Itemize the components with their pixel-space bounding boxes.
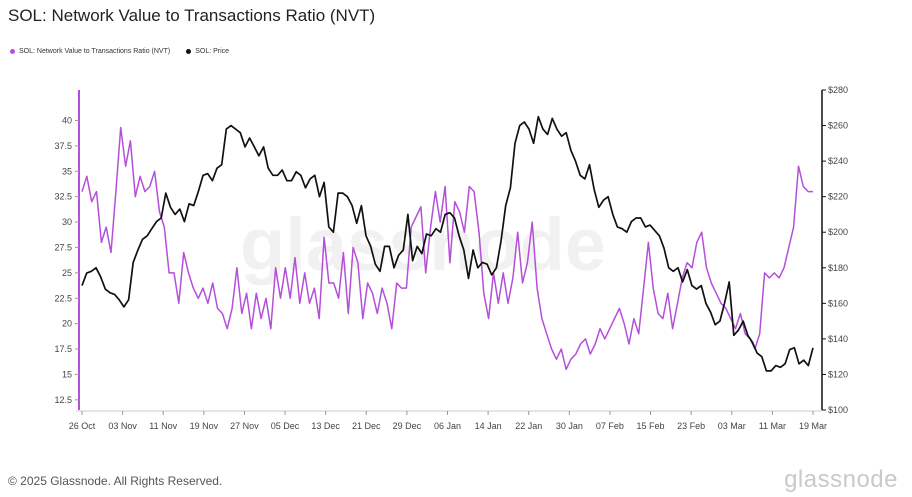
left-axis-tick-label: 30 <box>62 217 72 227</box>
left-axis-tick-label: 40 <box>62 115 72 125</box>
x-axis-tick-label: 19 Mar <box>799 421 827 431</box>
left-axis-tick-label: 22.5 <box>54 293 72 303</box>
right-axis-tick-label: $160 <box>828 298 848 308</box>
right-axis-tick-label: $180 <box>828 263 848 273</box>
x-axis-tick-label: 06 Jan <box>434 421 461 431</box>
right-axis-tick-label: $100 <box>828 405 848 415</box>
right-axis-tick-label: $140 <box>828 334 848 344</box>
left-axis-tick-label: 20 <box>62 319 72 329</box>
left-axis-tick-label: 25 <box>62 268 72 278</box>
x-axis-tick-label: 03 Mar <box>718 421 746 431</box>
x-axis-tick-label: 19 Nov <box>190 421 219 431</box>
x-axis-tick-label: 13 Dec <box>311 421 340 431</box>
legend-item-nvt[interactable]: SOL: Network Value to Transactions Ratio… <box>10 48 170 55</box>
x-axis-tick-label: 30 Jan <box>556 421 583 431</box>
right-axis-tick-label: $280 <box>828 85 848 95</box>
left-axis-tick-label: 27.5 <box>54 242 72 252</box>
right-axis-tick-label: $260 <box>828 121 848 131</box>
left-axis-tick-label: 15 <box>62 369 72 379</box>
copyright-footer: © 2025 Glassnode. All Rights Reserved. <box>8 474 223 488</box>
legend-label-nvt: SOL: Network Value to Transactions Ratio… <box>19 48 171 55</box>
right-axis-tick-label: $120 <box>828 369 848 379</box>
x-axis-tick-label: 07 Feb <box>596 421 624 431</box>
left-axis-tick-label: 37.5 <box>54 141 72 151</box>
price-series-line <box>81 115 814 372</box>
x-axis-tick-label: 27 Nov <box>230 421 259 431</box>
left-axis-tick-label: 35 <box>62 166 72 176</box>
nvt-series-line <box>81 126 813 371</box>
right-axis-tick-label: $220 <box>828 192 848 202</box>
x-axis-tick-label: 26 Oct <box>69 421 96 431</box>
x-axis-tick-label: 21 Dec <box>352 421 381 431</box>
right-axis-tick-label: $240 <box>828 156 848 166</box>
glassnode-logo: glassnode <box>784 466 898 493</box>
x-axis-tick-label: 05 Dec <box>271 421 300 431</box>
x-axis-tick-label: 14 Jan <box>475 421 502 431</box>
x-axis-tick-label: 11 Mar <box>759 421 786 431</box>
legend-label-price: SOL: Price <box>195 48 230 55</box>
left-axis-tick-label: 12.5 <box>54 395 72 405</box>
legend-dot-nvt <box>10 49 15 54</box>
left-axis-tick-label: 17.5 <box>54 344 72 354</box>
legend-item-price[interactable]: SOL: Price <box>186 48 229 55</box>
x-axis-tick-label: 23 Feb <box>677 421 705 431</box>
chart-title: SOL: Network Value to Transactions Ratio… <box>8 6 376 25</box>
left-axis-tick-label: 32.5 <box>54 192 72 202</box>
right-axis-tick-label: $200 <box>828 227 848 237</box>
chart-legend: SOL: Network Value to Transactions Ratio… <box>10 48 229 55</box>
x-axis-tick-label: 15 Feb <box>637 421 665 431</box>
legend-dot-price <box>186 49 192 54</box>
x-axis-tick-label: 03 Nov <box>108 421 137 431</box>
x-axis-tick-label: 11 Nov <box>149 421 177 431</box>
x-axis-tick-label: 29 Dec <box>393 421 422 431</box>
x-axis-tick-label: 22 Jan <box>515 421 542 431</box>
